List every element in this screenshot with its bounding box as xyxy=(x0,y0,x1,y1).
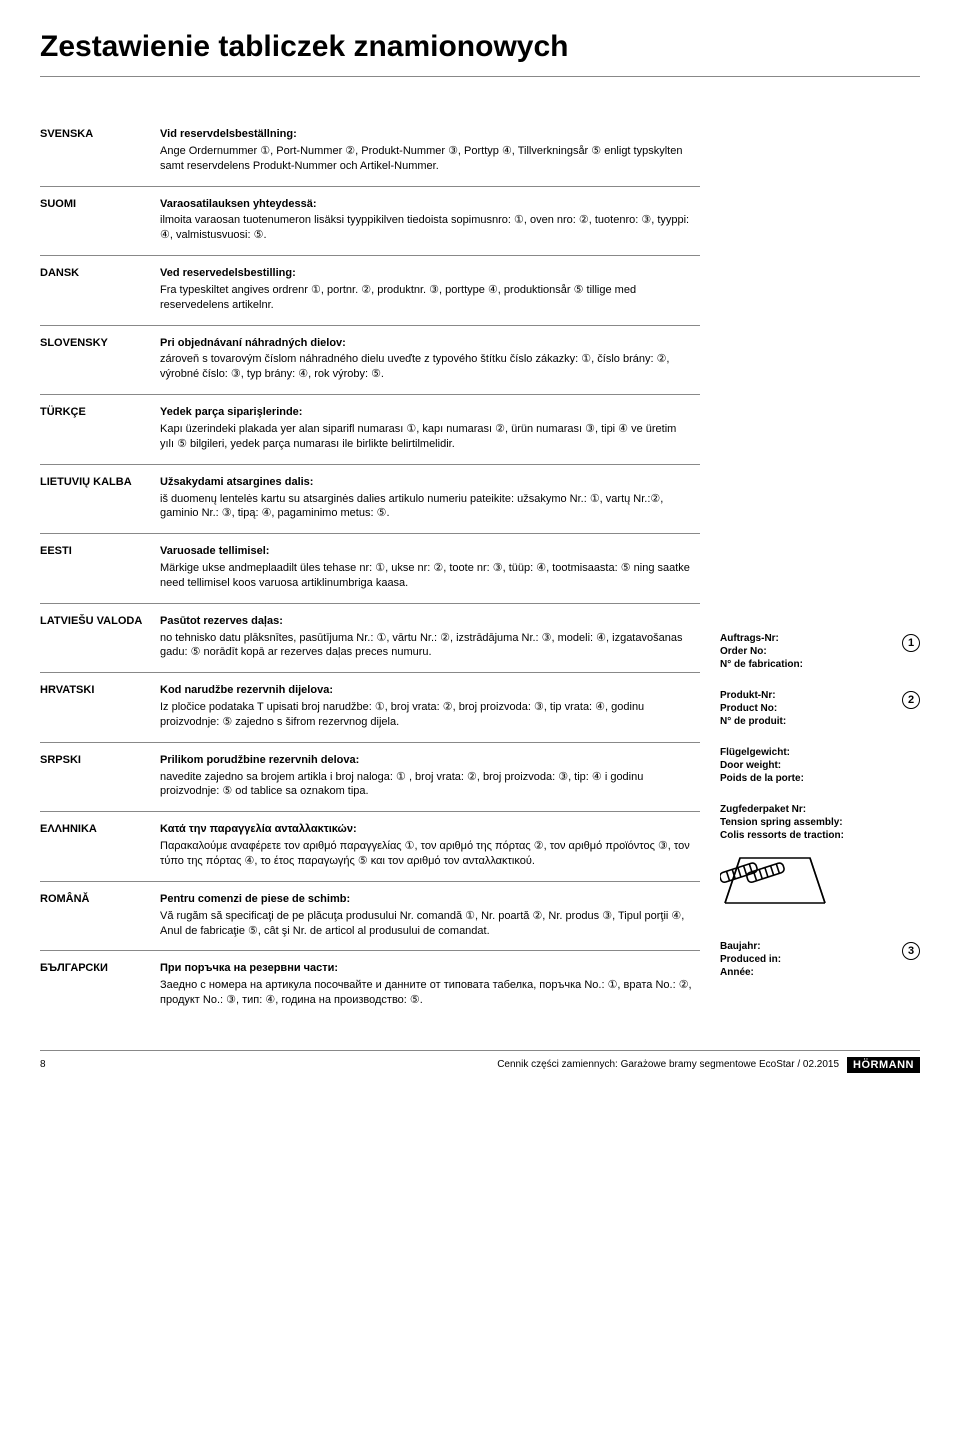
language-label: ROMÂNĂ xyxy=(40,881,160,951)
label: Product No: xyxy=(720,702,920,715)
language-table: SVENSKAVid reservdelsbeställning: Ange Or… xyxy=(40,117,700,1020)
language-label: EESTI xyxy=(40,534,160,604)
table-row: SLOVENSKYPri objednávaní náhradných diel… xyxy=(40,325,700,395)
language-label: TÜRKÇE xyxy=(40,395,160,465)
table-row: SUOMIVaraosatilauksen yhteydessä:ilmoita… xyxy=(40,186,700,256)
description-body: iš duomenų lentelės kartu su atsarginės … xyxy=(160,492,692,522)
label: Zugfederpaket Nr: xyxy=(720,803,920,816)
description-heading: Varaosatilauksen yhteydessä: xyxy=(160,197,692,212)
language-label: HRVATSKI xyxy=(40,673,160,743)
language-description: При поръчка на резервни части: Заедно с н… xyxy=(160,951,700,1020)
description-body: ilmoita varaosan tuotenumeron lisäksi ty… xyxy=(160,213,692,243)
language-label: LIETUVIŲ KALBA xyxy=(40,464,160,534)
description-body: zároveň s tovarovým číslom náhradného di… xyxy=(160,352,692,382)
table-row: ΕΛΛΗΝΙΚΑΚατά την παραγγελία ανταλλακτικώ… xyxy=(40,812,700,882)
page-footer: 8 Cennik części zamiennych: Garażowe bra… xyxy=(40,1050,920,1073)
language-label: БЪЛГАРСКИ xyxy=(40,951,160,1020)
circle-number-icon: 3 xyxy=(902,942,920,960)
label: Année: xyxy=(720,966,920,979)
language-description: Pentru comenzi de piese de schimb: Vă rug… xyxy=(160,881,700,951)
language-description: Vid reservdelsbeställning: Ange Ordernumm… xyxy=(160,117,700,186)
description-body: Παρακαλούμε αναφέρετε τον αριθμό παραγγε… xyxy=(160,839,692,869)
label: Order No: xyxy=(720,645,920,658)
spring-assembly-icon xyxy=(720,848,920,922)
table-row: SRPSKIPrilikom porudžbine rezervnih delo… xyxy=(40,742,700,812)
description-heading: Prilikom porudžbine rezervnih delova: xyxy=(160,753,692,768)
label: Produced in: xyxy=(720,953,920,966)
language-description: Pasūtot rezerves daļas: no tehnisko datu … xyxy=(160,603,700,673)
label: Auftrags-Nr: xyxy=(720,632,920,645)
description-body: navedite zajedno sa brojem artikla i bro… xyxy=(160,770,692,800)
label: Colis ressorts de traction: xyxy=(720,829,920,842)
table-row: DANSKVed reservedelsbestilling: Fra types… xyxy=(40,256,700,326)
description-heading: Ved reservedelsbestilling: xyxy=(160,266,692,281)
language-label: ΕΛΛΗΝΙΚΑ xyxy=(40,812,160,882)
language-description: Kod narudžbe rezervnih dijelova: Iz ploči… xyxy=(160,673,700,743)
language-description: Prilikom porudžbine rezervnih delova: nav… xyxy=(160,742,700,812)
brand-logo: HÖRMANN xyxy=(847,1057,920,1073)
description-heading: При поръчка на резервни части: xyxy=(160,961,692,976)
language-description: Yedek parça siparişlerinde: Kapı üzerinde… xyxy=(160,395,700,465)
label: Baujahr: xyxy=(720,940,920,953)
side-block-product-no: Produkt-Nr: Product No: N° de produit: 2 xyxy=(720,689,920,728)
label: N° de produit: xyxy=(720,715,920,728)
table-row: LATVIEŠU VALODAPasūtot rezerves daļas: no… xyxy=(40,603,700,673)
description-heading: Κατά την παραγγελία ανταλλακτικών: xyxy=(160,822,692,837)
language-description: Ved reservedelsbestilling: Fra typeskilte… xyxy=(160,256,700,326)
description-body: Заедно с номера на артикула посочвайте и… xyxy=(160,978,692,1008)
language-description: Varuosade tellimisel: Märkige ukse andmep… xyxy=(160,534,700,604)
table-row: EESTIVaruosade tellimisel: Märkige ukse a… xyxy=(40,534,700,604)
description-body: no tehnisko datu plāksnītes, pasūtījuma … xyxy=(160,631,692,661)
label: Produkt-Nr: xyxy=(720,689,920,702)
side-block-year: Baujahr: Produced in: Année: 3 xyxy=(720,940,920,979)
table-row: SVENSKAVid reservdelsbeställning: Ange Or… xyxy=(40,117,700,186)
table-row: HRVATSKIKod narudžbe rezervnih dijelova:… xyxy=(40,673,700,743)
description-heading: Pentru comenzi de piese de schimb: xyxy=(160,892,692,907)
description-body: Vă rugăm să specificaţi de pe plăcuţa pr… xyxy=(160,909,692,939)
description-heading: Pri objednávaní náhradných dielov: xyxy=(160,336,692,351)
side-block-door-weight: Flügelgewicht: Door weight: Poids de la … xyxy=(720,746,920,785)
description-heading: Kod narudžbe rezervnih dijelova: xyxy=(160,683,692,698)
page-title: Zestawienie tabliczek znamionowych xyxy=(40,30,920,77)
description-heading: Vid reservdelsbeställning: xyxy=(160,127,692,142)
description-heading: Užsakydami atsargines dalis: xyxy=(160,475,692,490)
language-label: SRPSKI xyxy=(40,742,160,812)
table-row: TÜRKÇEYedek parça siparişlerinde: Kapı üz… xyxy=(40,395,700,465)
language-description: Pri objednávaní náhradných dielov:zárove… xyxy=(160,325,700,395)
description-body: Iz pločice podataka T upisati broj narud… xyxy=(160,700,692,730)
language-description: Κατά την παραγγελία ανταλλακτικών: Παρακα… xyxy=(160,812,700,882)
circle-number-icon: 2 xyxy=(902,691,920,709)
description-heading: Yedek parça siparişlerinde: xyxy=(160,405,692,420)
label: Poids de la porte: xyxy=(720,772,920,785)
label: Door weight: xyxy=(720,759,920,772)
footer-text: Cennik części zamiennych: Garażowe bramy… xyxy=(497,1059,839,1070)
description-heading: Varuosade tellimisel: xyxy=(160,544,692,559)
language-label: SUOMI xyxy=(40,186,160,256)
description-body: Märkige ukse andmeplaadilt üles tehase n… xyxy=(160,561,692,591)
label: N° de fabrication: xyxy=(720,658,920,671)
language-description: Varaosatilauksen yhteydessä:ilmoita vara… xyxy=(160,186,700,256)
circle-number-icon: 1 xyxy=(902,634,920,652)
page-number: 8 xyxy=(40,1059,46,1070)
side-block-spring: Zugfederpaket Nr: Tension spring assembl… xyxy=(720,803,920,922)
side-block-order-no: Auftrags-Nr: Order No: N° de fabrication… xyxy=(720,632,920,671)
table-row: БЪЛГАРСКИПри поръчка на резервни части: З… xyxy=(40,951,700,1020)
table-row: LIETUVIŲ KALBAUžsakydami atsargines dali… xyxy=(40,464,700,534)
description-body: Fra typeskiltet angives ordrenr ①, portn… xyxy=(160,283,692,313)
description-body: Kapı üzerindeki plakada yer alan siparif… xyxy=(160,422,692,452)
label: Tension spring assembly: xyxy=(720,816,920,829)
table-row: ROMÂNĂPentru comenzi de piese de schimb:… xyxy=(40,881,700,951)
description-heading: Pasūtot rezerves daļas: xyxy=(160,614,692,629)
description-body: Ange Ordernummer ①, Port-Nummer ②, Produ… xyxy=(160,144,692,174)
language-label: DANSK xyxy=(40,256,160,326)
language-label: SLOVENSKY xyxy=(40,325,160,395)
label: Flügelgewicht: xyxy=(720,746,920,759)
language-label: SVENSKA xyxy=(40,117,160,186)
language-label: LATVIEŠU VALODA xyxy=(40,603,160,673)
language-description: Užsakydami atsargines dalis: iš duomenų l… xyxy=(160,464,700,534)
